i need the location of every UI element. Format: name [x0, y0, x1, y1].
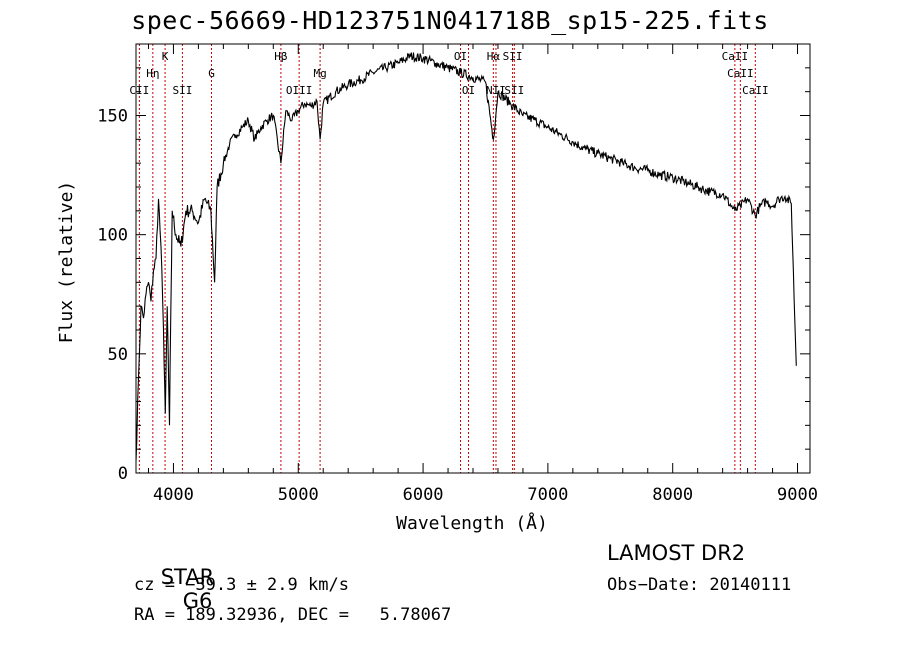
spectrum-series-line	[135, 52, 797, 462]
object-subclass: G6	[182, 589, 213, 613]
x-tick-label: 8000	[652, 485, 693, 505]
spectral-line-markers: CIIHηKSIIGHβOIIIMgOIOIHαNIISIISIICaIICaI…	[129, 44, 769, 473]
survey-name: LAMOST DR2	[607, 541, 746, 565]
spectral-line-label: K	[162, 50, 169, 63]
spectral-line-label: OIII	[286, 84, 313, 97]
spectral-line-label: Hα	[487, 50, 501, 63]
y-axis-label: Flux (relative)	[56, 181, 77, 344]
x-tick-label: 6000	[403, 485, 444, 505]
x-tick-label: 9000	[777, 485, 818, 505]
spectral-line-label: G	[208, 67, 215, 80]
obs-date: Obs−Date: 20140111	[607, 575, 792, 595]
spectral-line-label: SII	[503, 50, 523, 63]
spectral-line-label: OI	[454, 50, 467, 63]
spectral-line-label: CII	[129, 84, 149, 97]
spectral-line-label: Mg	[313, 67, 326, 80]
spectral-line-label: Hβ	[274, 50, 288, 63]
coordinates: RA = 189.32936, DEC = 5.78067	[134, 605, 452, 625]
spectral-line-label: OI	[462, 84, 475, 97]
cz-value: cz = −39.3 ± 2.9 km/s	[134, 575, 349, 595]
plot-frame	[135, 43, 811, 474]
x-axis-label: Wavelength (Å)	[396, 512, 548, 534]
x-tick-label: 4000	[153, 485, 194, 505]
chart-title: spec-56669-HD123751N041718B_sp15-225.fit…	[131, 6, 769, 35]
y-tick-label: 100	[97, 226, 128, 246]
object-class: STAR	[160, 565, 215, 589]
x-tick-label: 5000	[278, 485, 319, 505]
spectral-line-label: SII	[504, 84, 524, 97]
y-tick-label: 150	[97, 107, 128, 127]
y-tick-label: 50	[108, 345, 128, 365]
spectral-line-label: CaII	[742, 84, 769, 97]
y-tick-label: 0	[118, 464, 128, 484]
spectral-line-label: SII	[172, 84, 192, 97]
spectral-line-label: Hη	[146, 67, 159, 80]
spectral-line-label: CaII	[722, 50, 749, 63]
x-tick-label: 7000	[527, 485, 568, 505]
axes: 4000 5000 6000 7000 8000 9000 0 50 100 150	[97, 44, 818, 505]
spectral-line-label: CaII	[727, 67, 754, 80]
